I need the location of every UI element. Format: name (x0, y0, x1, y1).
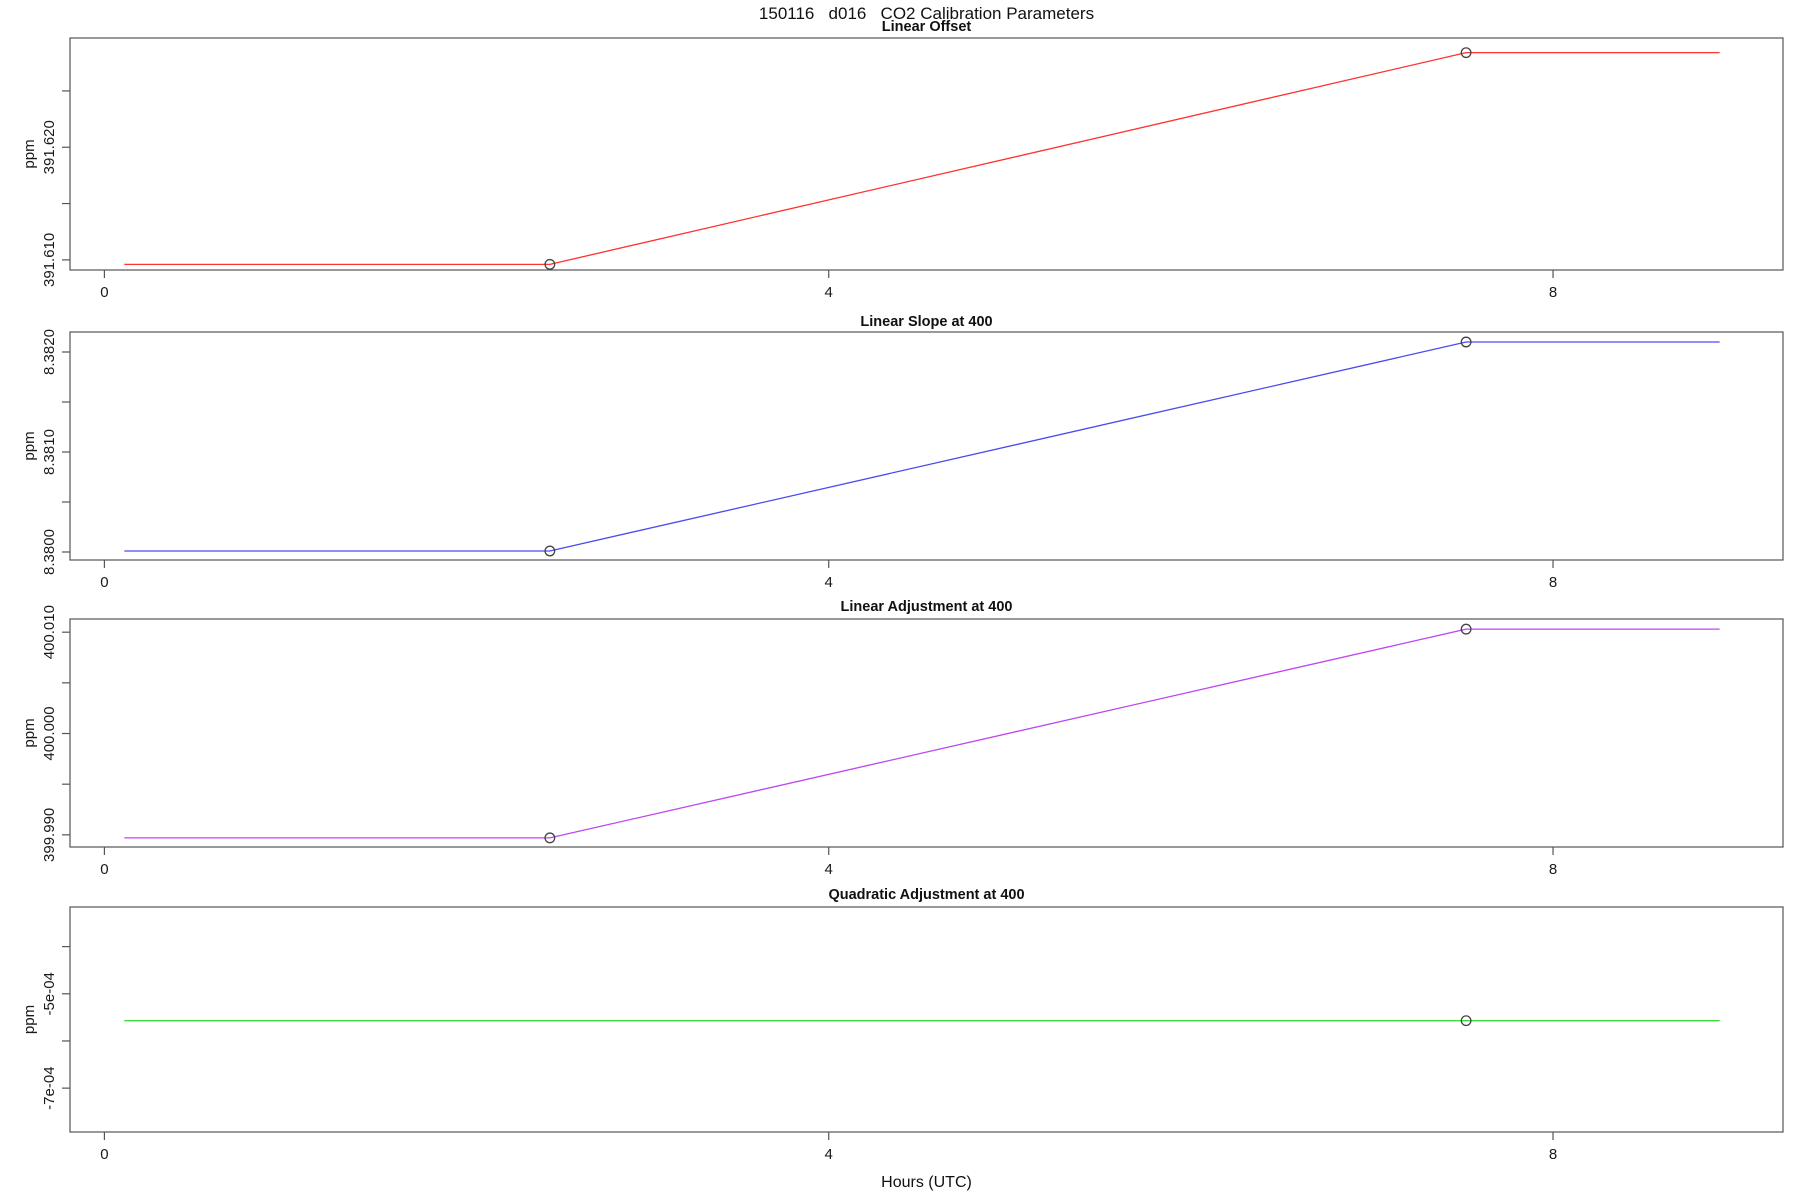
plot-box (69, 906, 1784, 1133)
x-axis-label: Hours (UTC) (881, 1174, 972, 1191)
y-tick-label: 391.610 (41, 233, 58, 287)
data-line (124, 628, 1720, 839)
x-tick-label: 4 (825, 574, 833, 591)
data-marker (1460, 1015, 1472, 1027)
plot-box (69, 331, 1784, 561)
y-axis-label: ppm (21, 1005, 38, 1034)
panel-title-linear-adjustment: Linear Adjustment at 400 (840, 599, 1013, 615)
y-tick-label: -7e-04 (41, 1066, 58, 1109)
y-tick-label: -5e-04 (41, 972, 58, 1015)
panel-3: 399.990 400.000 400.010 ppm 0 4 8 (21, 605, 1784, 878)
plot-box (69, 618, 1784, 848)
x-tick-label: 0 (100, 574, 108, 591)
y-axis-label: ppm (21, 718, 38, 747)
y-tick-label: 8.3800 (41, 529, 58, 575)
x-tick-label: 0 (100, 284, 108, 301)
data-marker (544, 258, 556, 270)
x-tick-label: 4 (825, 861, 833, 878)
panel-title-linear-slope: Linear Slope at 400 (860, 314, 993, 330)
data-marker (1460, 47, 1472, 59)
y-tick-label: 8.3810 (41, 429, 58, 475)
data-marker (544, 832, 556, 844)
y-tick-label: 8.3820 (41, 329, 58, 375)
panel-2: 8.3800 8.3810 8.3820 ppm 0 4 8 (21, 329, 1784, 591)
data-marker (544, 545, 556, 557)
y-tick-label: 400.010 (41, 605, 58, 659)
x-tick-label: 4 (825, 284, 833, 301)
x-tick-label: 4 (825, 1146, 833, 1163)
x-tick-label: 0 (100, 861, 108, 878)
x-tick-label: 0 (100, 1146, 108, 1163)
x-tick-label: 8 (1549, 861, 1557, 878)
figure-title: 150116 d016 CO2 Calibration Parameters (758, 4, 1095, 23)
data-line (124, 51, 1720, 266)
panel-title-linear-offset: Linear Offset (881, 19, 972, 35)
x-tick-label: 8 (1549, 574, 1557, 591)
y-tick-label: 399.990 (41, 808, 58, 862)
data-marker (1460, 623, 1472, 635)
y-axis-label: ppm (21, 431, 38, 460)
y-axis-label: ppm (21, 139, 38, 168)
panel-title-quadratic-adjustment: Quadratic Adjustment at 400 (828, 887, 1025, 903)
data-line (124, 341, 1720, 552)
y-tick-label: 391.620 (41, 120, 58, 174)
y-tick-label: 400.000 (41, 706, 58, 760)
plot-box (69, 37, 1784, 271)
x-tick-label: 8 (1549, 1146, 1557, 1163)
data-marker (1460, 336, 1472, 348)
x-tick-label: 8 (1549, 284, 1557, 301)
